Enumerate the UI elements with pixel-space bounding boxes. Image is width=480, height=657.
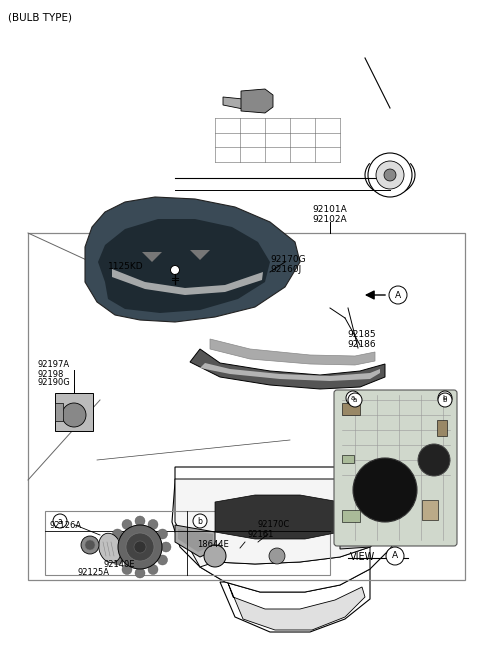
Polygon shape — [112, 269, 263, 295]
Circle shape — [112, 555, 122, 565]
Circle shape — [126, 533, 154, 561]
Circle shape — [122, 520, 132, 530]
Text: b: b — [443, 395, 447, 401]
Text: (BULB TYPE): (BULB TYPE) — [8, 12, 72, 22]
Text: b: b — [443, 397, 447, 403]
Circle shape — [376, 161, 404, 189]
Bar — [55, 403, 63, 421]
Polygon shape — [215, 495, 340, 539]
Circle shape — [438, 391, 452, 405]
Polygon shape — [223, 97, 243, 109]
Polygon shape — [175, 525, 215, 557]
Text: 92197A
92198: 92197A 92198 — [37, 360, 69, 379]
Bar — [45, 511, 330, 575]
Circle shape — [148, 564, 158, 574]
Text: 92125A: 92125A — [78, 568, 110, 577]
Bar — [28, 233, 465, 580]
Bar — [55, 393, 93, 431]
Circle shape — [81, 536, 99, 554]
Polygon shape — [340, 512, 390, 549]
Text: 92101A: 92101A — [312, 205, 347, 214]
Circle shape — [85, 540, 95, 550]
Circle shape — [135, 516, 145, 526]
Text: 92170G
92160J: 92170G 92160J — [270, 255, 306, 275]
Circle shape — [204, 545, 226, 567]
Bar — [422, 500, 438, 520]
Circle shape — [112, 529, 122, 539]
Circle shape — [53, 514, 67, 528]
Circle shape — [438, 393, 452, 407]
Circle shape — [161, 542, 171, 552]
Polygon shape — [178, 529, 213, 552]
Circle shape — [269, 548, 285, 564]
Text: b: b — [198, 516, 203, 526]
Polygon shape — [175, 479, 390, 567]
Bar — [342, 510, 360, 522]
Circle shape — [148, 520, 158, 530]
Text: 92140E: 92140E — [103, 560, 134, 569]
Text: 92170C: 92170C — [257, 520, 289, 529]
Text: 1125KD: 1125KD — [108, 262, 144, 271]
Circle shape — [118, 525, 162, 569]
Circle shape — [353, 458, 417, 522]
Polygon shape — [241, 89, 273, 113]
Text: 92126A: 92126A — [50, 521, 82, 530]
Text: a: a — [351, 395, 355, 401]
Polygon shape — [210, 339, 375, 365]
Text: a: a — [353, 397, 357, 403]
Polygon shape — [220, 569, 370, 632]
Circle shape — [170, 265, 180, 275]
Polygon shape — [98, 219, 270, 313]
Circle shape — [346, 391, 360, 405]
Polygon shape — [142, 252, 162, 262]
Circle shape — [384, 169, 396, 181]
Text: A: A — [392, 551, 398, 560]
Text: 18644E: 18644E — [197, 540, 229, 549]
Polygon shape — [200, 547, 370, 592]
Circle shape — [348, 393, 362, 407]
Circle shape — [62, 403, 86, 427]
Text: A: A — [395, 290, 401, 300]
Polygon shape — [85, 197, 300, 322]
Bar — [342, 403, 360, 415]
Text: 92102A: 92102A — [312, 215, 347, 224]
Ellipse shape — [99, 533, 121, 563]
Text: 92190G: 92190G — [37, 378, 70, 387]
Circle shape — [134, 541, 146, 553]
Text: 92185
92186: 92185 92186 — [347, 330, 376, 350]
Bar — [342, 455, 354, 463]
Circle shape — [389, 286, 407, 304]
Polygon shape — [200, 363, 380, 381]
Circle shape — [122, 564, 132, 574]
Polygon shape — [228, 583, 365, 630]
Circle shape — [157, 555, 168, 565]
FancyBboxPatch shape — [334, 390, 457, 546]
Circle shape — [386, 547, 404, 565]
Text: VIEW: VIEW — [350, 552, 375, 562]
Circle shape — [368, 153, 412, 197]
Circle shape — [109, 542, 119, 552]
Circle shape — [157, 529, 168, 539]
Circle shape — [135, 568, 145, 578]
Polygon shape — [388, 551, 402, 561]
Circle shape — [418, 444, 450, 476]
Polygon shape — [172, 467, 410, 592]
Polygon shape — [190, 250, 210, 260]
Text: a: a — [58, 516, 62, 526]
Text: 92161: 92161 — [248, 530, 275, 539]
Bar — [437, 420, 447, 436]
Polygon shape — [190, 349, 385, 389]
Circle shape — [193, 514, 207, 528]
